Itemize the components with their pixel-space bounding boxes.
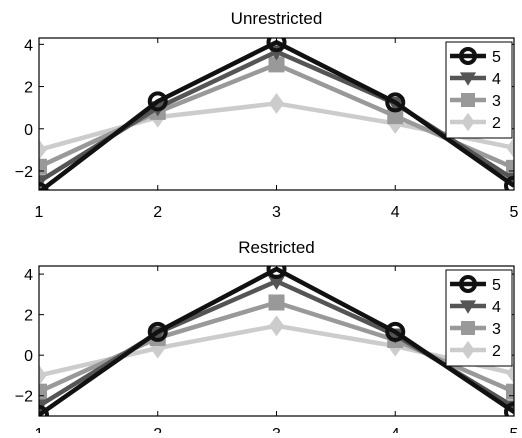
legend-marker	[459, 275, 477, 293]
y-tick-label: −2	[15, 164, 33, 181]
data-point-series-3	[268, 294, 285, 311]
data-point-series-2	[268, 315, 285, 337]
data-point-series-3	[387, 108, 404, 125]
y-tick-label: 0	[24, 348, 33, 365]
x-tick-label: 5	[510, 426, 519, 433]
data-point-series-2	[506, 363, 514, 384]
data-point-series-5	[147, 91, 168, 112]
data-point-series-5	[266, 38, 287, 53]
legend-label: 3	[492, 93, 501, 110]
legend-item-2: 2	[450, 340, 501, 360]
y-tick-label: 4	[24, 37, 33, 54]
data-point-series-4	[267, 274, 286, 291]
data-point-series-5	[385, 92, 406, 113]
legend: 5 4 3 2	[445, 269, 513, 367]
data-point-series-5	[266, 266, 287, 280]
x-tick-label: 5	[510, 204, 519, 221]
data-point-series-3	[268, 56, 285, 73]
series-line-3	[39, 62, 514, 170]
y-tick-label: 2	[24, 308, 33, 325]
legend-label: 3	[492, 321, 501, 338]
legend-label: 4	[492, 299, 501, 316]
legend-label: 5	[492, 277, 501, 294]
x-tick-label: 1	[35, 426, 44, 433]
data-point-series-2	[39, 139, 47, 161]
legend-item-3: 3	[450, 321, 501, 338]
x-tick-label: 4	[391, 426, 400, 433]
legend-marker	[459, 72, 477, 86]
data-point-series-2	[39, 365, 47, 386]
data-point-series-3	[506, 383, 514, 400]
legend-item-5: 5	[450, 47, 501, 66]
legend-item-2: 2	[450, 112, 501, 132]
legend-label: 4	[492, 71, 501, 88]
chart-1: Unrestricted −2 0 2 4 1 2 3 4 5 5 4 3 2	[15, 9, 519, 221]
series-line-5	[39, 266, 514, 416]
plot-area	[39, 266, 514, 416]
data-point-series-3	[39, 383, 47, 400]
data-point-series-5	[504, 401, 514, 416]
data-point-series-4	[39, 399, 49, 415]
x-tick-label: 4	[391, 204, 400, 221]
legend-label: 2	[492, 343, 501, 360]
legend-item-4: 4	[450, 71, 501, 88]
data-point-series-3	[39, 158, 47, 175]
data-point-series-3	[506, 159, 514, 176]
chart-2: Restricted −2 0 2 4 1 2 3 4 5 5 4 3 2	[15, 238, 519, 438]
y-tick-label: −2	[15, 389, 33, 406]
legend-item-3: 3	[450, 93, 501, 110]
chart-title: Unrestricted	[231, 9, 323, 28]
data-point-series-2	[506, 137, 514, 159]
y-tick-label: 2	[24, 80, 33, 97]
legend-marker	[459, 300, 477, 314]
data-point-series-2	[268, 93, 285, 114]
legend-item-5: 5	[450, 275, 501, 294]
x-tick-label: 3	[272, 426, 281, 433]
legend-marker	[461, 321, 475, 335]
data-point-series-5	[39, 404, 49, 416]
x-tick-label: 2	[153, 426, 162, 433]
data-point-series-5	[385, 321, 406, 342]
legend-marker	[461, 340, 475, 360]
data-point-series-5	[147, 321, 168, 342]
legend-label: 2	[492, 115, 501, 132]
x-tick-label: 2	[153, 204, 162, 221]
data-point-series-5	[504, 175, 514, 190]
chart-title: Restricted	[238, 238, 315, 257]
legend-marker	[461, 93, 475, 107]
legend-marker	[459, 47, 477, 65]
legend-label: 5	[492, 49, 501, 66]
y-tick-label: 4	[24, 267, 33, 284]
plot-area	[39, 38, 514, 190]
x-tick-label: 3	[272, 204, 281, 221]
x-tick-label: 1	[35, 204, 44, 221]
legend-marker	[461, 112, 475, 132]
legend: 5 4 3 2	[445, 41, 513, 139]
y-tick-label: 0	[24, 122, 33, 139]
legend-item-4: 4	[450, 299, 501, 316]
